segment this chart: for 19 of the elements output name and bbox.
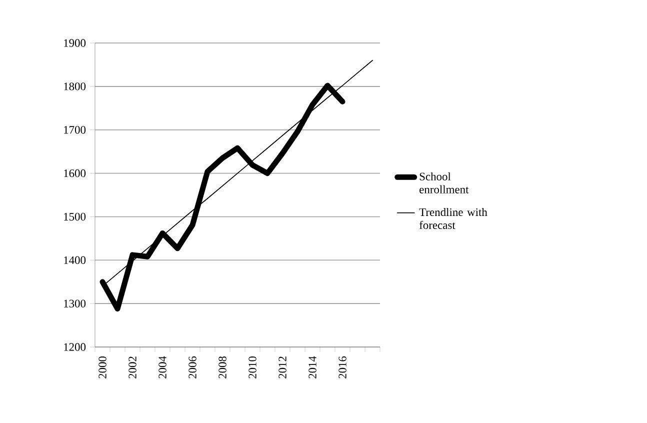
y-tick-label: 1900 <box>64 39 86 47</box>
x-tick-label: 2000 <box>98 356 106 378</box>
y-tick-label: 1800 <box>64 82 86 90</box>
x-tick-label: 2012 <box>278 356 286 378</box>
x-tick-label: 2016 <box>338 356 346 378</box>
x-tick-label: 2010 <box>248 356 256 378</box>
x-tick-label: 2006 <box>188 356 196 378</box>
x-tick-label: 2002 <box>128 356 136 378</box>
legend-label: Trendline with forecast <box>419 208 488 229</box>
x-tick-label: 2014 <box>308 356 316 378</box>
y-tick-label: 1700 <box>64 126 86 134</box>
y-tick-label: 1200 <box>64 343 86 351</box>
y-tick-label: 1400 <box>64 256 86 264</box>
y-tick-label: 1300 <box>64 300 86 308</box>
x-tick-label: 2008 <box>218 356 226 378</box>
x-tick-label: 2004 <box>158 356 166 378</box>
y-tick-label: 1600 <box>64 169 86 178</box>
y-tick-label: 1500 <box>64 212 86 221</box>
legend-label: School enrollment <box>420 172 469 194</box>
